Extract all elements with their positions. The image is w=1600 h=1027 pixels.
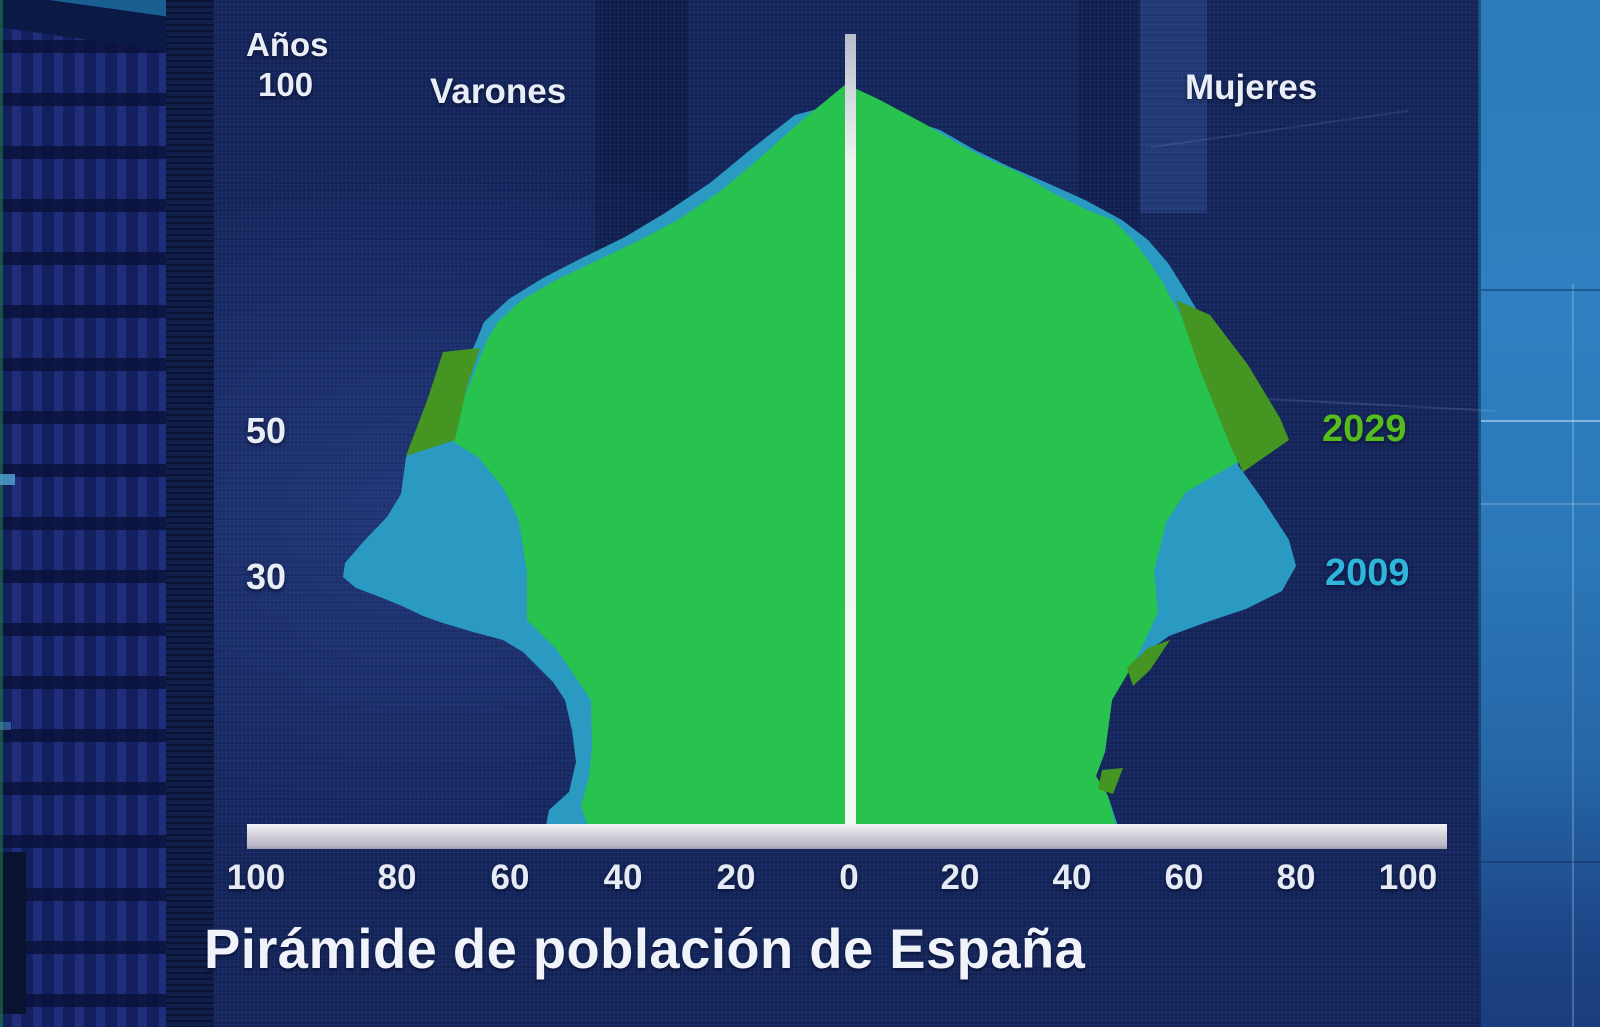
legend-label-2009: 2009 bbox=[1325, 552, 1410, 594]
series-overlap-region bbox=[1176, 300, 1289, 472]
background-left-light-dash bbox=[0, 722, 11, 730]
chart-title: Pirámide de población de España bbox=[204, 917, 1086, 980]
series-overlap-region bbox=[1098, 768, 1123, 794]
age-axis-title: Años bbox=[246, 26, 329, 63]
x-axis-tick-label: 0 bbox=[839, 858, 859, 897]
y-axis-tick-label: 30 bbox=[246, 556, 287, 597]
background-left-edge-artifact bbox=[0, 0, 3, 1027]
right-band-grid-hline bbox=[1481, 420, 1600, 422]
x-axis-tick-row: 100 80 60 40 20 0 20 40 60 80 100 bbox=[0, 858, 1600, 908]
x-axis-tick-label: 100 bbox=[1378, 858, 1438, 897]
right-band-grid-vline bbox=[1572, 284, 1574, 1027]
background-bottom-left-block bbox=[0, 852, 26, 1014]
legend-label-2029: 2029 bbox=[1322, 408, 1407, 450]
x-axis-tick-label: 60 bbox=[490, 858, 530, 897]
x-axis-tick-label: 20 bbox=[716, 858, 756, 897]
males-group-label: Varones bbox=[430, 72, 567, 111]
x-axis-tick-label: 60 bbox=[1164, 858, 1204, 897]
x-axis-tick-label: 40 bbox=[603, 858, 643, 897]
x-axis-tick-label: 100 bbox=[226, 858, 286, 897]
background-light-panel bbox=[1140, 0, 1207, 213]
x-axis-tick-label: 20 bbox=[940, 858, 980, 897]
series-overlap-region bbox=[1127, 640, 1170, 686]
y-axis-tick-label: 50 bbox=[246, 410, 287, 451]
series-overlap-region bbox=[406, 348, 480, 456]
right-band-seam bbox=[1478, 0, 1481, 1027]
horizontal-axis-bar bbox=[247, 824, 1447, 849]
right-band-grid-hline bbox=[1481, 503, 1600, 505]
x-axis-tick-label: 80 bbox=[377, 858, 417, 897]
right-band-grid-hline bbox=[1481, 861, 1600, 863]
right-band-grid-hline bbox=[1481, 289, 1600, 291]
x-axis-tick-label: 40 bbox=[1052, 858, 1092, 897]
x-axis-tick-label: 80 bbox=[1276, 858, 1316, 897]
background-dark-column bbox=[166, 0, 214, 1027]
background-building-texture bbox=[0, 0, 166, 1027]
background-left-light-dash bbox=[0, 474, 15, 485]
background-right-blue-band bbox=[1478, 0, 1600, 1027]
females-group-label: Mujeres bbox=[1185, 68, 1318, 107]
center-axis-line bbox=[845, 34, 856, 828]
age-axis-top-tick: 100 bbox=[258, 66, 314, 103]
